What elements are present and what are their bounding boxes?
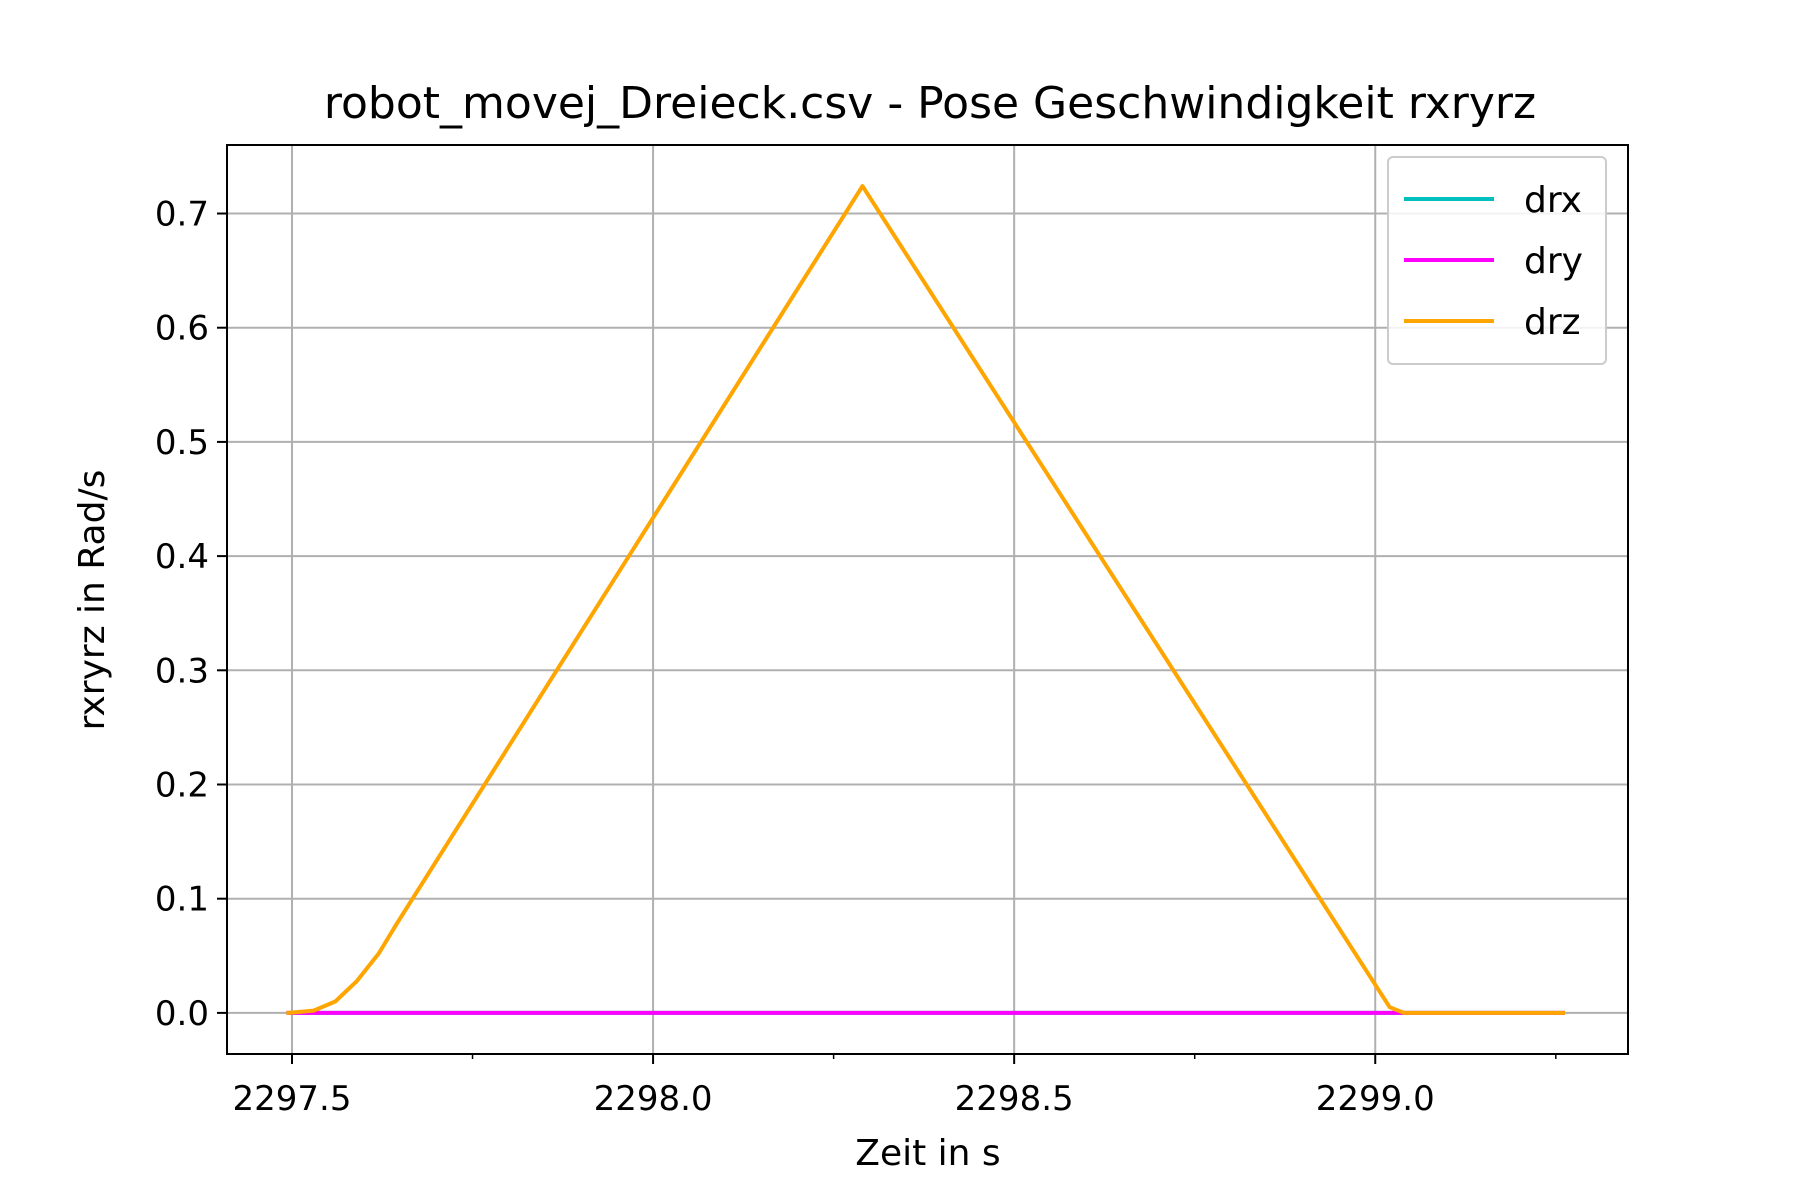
y-tick-label: 0.0 <box>155 994 209 1034</box>
legend-box <box>1387 156 1607 365</box>
y-tick-label: 0.2 <box>155 765 209 805</box>
y-tick-label: 0.3 <box>155 651 209 691</box>
x-tick-label: 2298.5 <box>955 1079 1074 1119</box>
legend-label-drz: drz <box>1524 302 1581 343</box>
x-tick-label: 2298.0 <box>594 1079 713 1119</box>
plot-area-frame <box>226 144 1629 1055</box>
legend-label-drx: drx <box>1524 180 1582 221</box>
legend: drx dry drz <box>1387 156 1607 365</box>
series-lines <box>286 184 1565 1016</box>
x-tick-label: 2299.0 <box>1316 1079 1435 1119</box>
y-axis-label: rxryrz in Rad/s <box>72 470 113 731</box>
y-tick-label: 0.1 <box>155 880 209 920</box>
series-line-drz <box>286 184 1565 1016</box>
axis-ticks: 2297.5 2298.0 2298.5 2299.0 0.0 0.1 0.2 0.3 0.4 0… <box>155 195 1557 1119</box>
legend-label-dry: dry <box>1524 241 1583 282</box>
x-tick-label: 2297.5 <box>233 1079 352 1119</box>
y-tick-label: 0.5 <box>155 423 209 463</box>
y-tick-label: 0.7 <box>155 195 209 235</box>
chart-title: robot_movej_Dreieck.csv - Pose Geschwind… <box>324 78 1536 129</box>
y-tick-label: 0.4 <box>155 537 209 577</box>
x-axis-label: Zeit in s <box>855 1133 1000 1174</box>
y-tick-label: 0.6 <box>155 309 209 349</box>
